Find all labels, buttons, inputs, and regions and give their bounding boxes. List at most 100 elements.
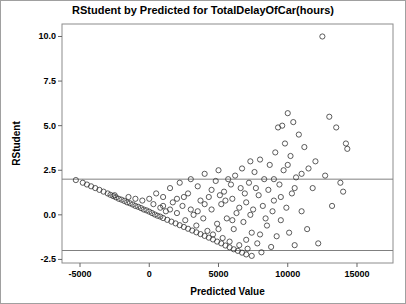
y-tick-label: -2.5 [40, 254, 56, 264]
title: RStudent by Predicted for TotalDelayOfCa… [72, 4, 334, 16]
plot-frame [62, 24, 393, 263]
point [248, 212, 253, 217]
point [174, 196, 179, 201]
point [262, 177, 267, 182]
reference-line [62, 250, 393, 251]
point [260, 203, 265, 208]
point [216, 168, 221, 173]
y-axis-label: RStudent [11, 121, 22, 166]
point [343, 141, 348, 146]
point [133, 196, 138, 201]
point [210, 232, 215, 237]
point [252, 169, 257, 174]
point [226, 177, 231, 182]
point [278, 218, 283, 223]
point [188, 207, 193, 212]
point [188, 177, 193, 182]
point [278, 194, 283, 199]
point [216, 227, 221, 232]
point [249, 253, 254, 258]
point [291, 119, 296, 124]
point [306, 166, 311, 171]
point [277, 182, 282, 187]
point [338, 180, 343, 185]
point [223, 198, 228, 203]
y-tick [58, 259, 62, 260]
point [230, 196, 235, 201]
point [263, 216, 268, 221]
y-tick [58, 36, 62, 37]
point [271, 177, 276, 182]
point [224, 216, 229, 221]
x-axis-label: Predicted Value [190, 286, 265, 297]
point [316, 241, 321, 246]
point [180, 203, 185, 208]
point [206, 194, 211, 199]
point [269, 244, 274, 249]
y-tick-label: 2.5 [43, 165, 56, 175]
point [242, 191, 247, 196]
point [285, 162, 290, 167]
point [161, 194, 166, 199]
point [345, 146, 350, 151]
point [209, 207, 214, 212]
point [320, 34, 325, 39]
point [228, 182, 233, 187]
point [248, 159, 253, 164]
point [341, 189, 346, 194]
point [310, 185, 315, 190]
point [202, 171, 207, 176]
point [259, 250, 264, 255]
point [213, 178, 218, 183]
point [270, 209, 275, 214]
point [257, 157, 262, 162]
y-tick-label: 5.0 [43, 121, 56, 131]
point [167, 185, 172, 190]
point [126, 194, 131, 199]
point [264, 223, 269, 228]
y-tick [58, 81, 62, 82]
point [271, 198, 276, 203]
plot-area [62, 34, 393, 259]
x-tick [287, 263, 288, 267]
point [209, 187, 214, 192]
y-tick [58, 170, 62, 171]
point [230, 218, 235, 223]
point [292, 243, 297, 248]
point [284, 205, 289, 210]
point [251, 207, 256, 212]
point [231, 227, 236, 232]
y-tick [58, 125, 62, 126]
point [244, 237, 249, 242]
point [323, 173, 328, 178]
point [244, 252, 249, 257]
point [201, 216, 206, 221]
point [220, 235, 225, 240]
point [288, 153, 293, 158]
x-tick [218, 263, 219, 267]
point [244, 200, 249, 205]
point [253, 185, 258, 190]
point [140, 198, 145, 203]
point [327, 114, 332, 119]
point [334, 125, 339, 130]
point [249, 230, 254, 235]
point [289, 191, 294, 196]
point [241, 219, 246, 224]
x-tick-label: 5000 [208, 269, 228, 279]
point [267, 162, 272, 167]
x-tick [356, 263, 357, 267]
y-tick-label: 0.0 [43, 210, 56, 220]
x-tick [80, 263, 81, 267]
point [239, 166, 244, 171]
point [205, 228, 210, 233]
point [246, 180, 251, 185]
point [233, 173, 238, 178]
point [195, 209, 200, 214]
point [194, 223, 199, 228]
y-tick [58, 214, 62, 215]
point [202, 202, 207, 207]
x-tick [149, 263, 150, 267]
point [227, 239, 232, 244]
point [195, 184, 200, 189]
